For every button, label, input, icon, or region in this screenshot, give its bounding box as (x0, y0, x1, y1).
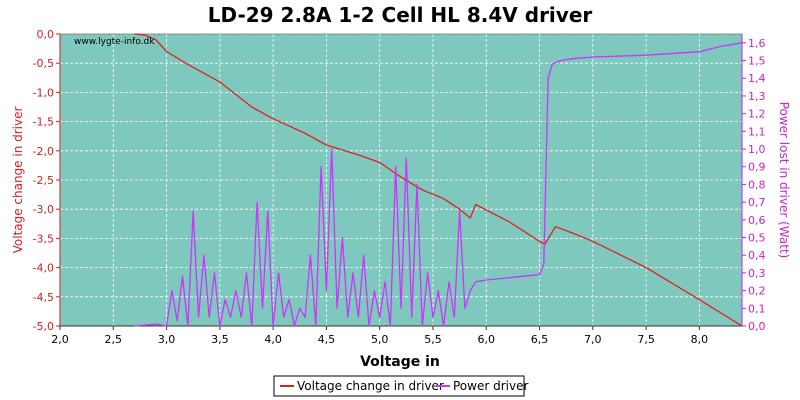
y-right-tick-label: 1,0 (748, 143, 766, 156)
series-line-power (134, 42, 743, 327)
y-left-tick-label: -2,5 (33, 174, 54, 187)
y-right-tick-label: 0,8 (748, 178, 766, 191)
y-right-tick-label: 0,6 (748, 214, 766, 227)
x-tick-label: 7,5 (637, 333, 655, 346)
x-tick-label: 2,5 (105, 333, 123, 346)
legend-box (273, 375, 525, 397)
watermark: www.lygte-info.dk (74, 37, 155, 47)
x-tick-label: 7,0 (584, 333, 602, 346)
chart-title: LD-29 2.8A 1-2 Cell HL 8.4V driver (208, 3, 593, 27)
y-left-tick-label: -1,0 (33, 86, 54, 99)
x-tick-label: 2,0 (51, 333, 69, 346)
y-axis-left-label: Voltage change in driver (11, 107, 25, 254)
y-right-tick-label: 0,1 (748, 302, 766, 315)
y-right-tick-label: 1,3 (748, 90, 766, 103)
x-axis-label: Voltage in (360, 354, 440, 370)
y-right-tick-label: 0,0 (748, 320, 766, 333)
y-left-tick-label: -4,5 (33, 291, 54, 304)
x-tick-label: 6,0 (478, 333, 496, 346)
y-right-tick-label: 0,7 (748, 196, 766, 209)
y-axis-right-label: Power lost in driver (Watt) (777, 102, 791, 259)
y-left-tick-label: -2,0 (33, 145, 54, 158)
plot-area: 2,0 2,5 3,0 3,5 4,0 4,5 5,0 5,5 6,0 6,5 7,0 7,5 8,0 0… (33, 28, 766, 346)
y-right-tick-label: 0,5 (748, 232, 766, 245)
y-left-tick-label: -4,0 (33, 262, 54, 275)
x-tick-label: 4,0 (264, 333, 282, 346)
y-left-tick-label: -0,5 (33, 57, 54, 70)
y-left-tick-label: -3,0 (33, 203, 54, 216)
y-right-tick-label: 1,6 (748, 37, 766, 50)
legend-label-power: Power driver (453, 379, 528, 393)
legend: Voltage change in driver Power driver (273, 375, 528, 397)
x-tick-label: 3,0 (158, 333, 176, 346)
y-right-tick-label: 1,1 (748, 125, 766, 138)
series-line-voltage (134, 33, 743, 327)
x-tick-label: 8,0 (691, 333, 709, 346)
y-right-tick-label: 1,5 (748, 55, 766, 68)
x-tick-label: 5,0 (371, 333, 389, 346)
y-left-tick-label: -5,0 (33, 320, 54, 333)
y-left-tick-label: -3,5 (33, 232, 54, 245)
y-right-tick-label: 1,2 (748, 108, 766, 121)
y-right-tick-label: 0,2 (748, 285, 766, 298)
x-tick-label: 5,5 (424, 333, 442, 346)
x-tick-label: 4,5 (318, 333, 336, 346)
y-right-tick-label: 0,4 (748, 249, 766, 262)
y-left-tick-label: -1,5 (33, 116, 54, 129)
x-tick-label: 3,5 (211, 333, 229, 346)
x-tick-label: 6,5 (531, 333, 549, 346)
legend-label-voltage: Voltage change in driver (297, 379, 444, 393)
y-left-tick-label: 0,0 (37, 28, 55, 41)
y-right-tick-label: 0,3 (748, 267, 766, 280)
y-right-tick-label: 1,4 (748, 72, 766, 85)
y-right-tick-label: 0,9 (748, 161, 766, 174)
